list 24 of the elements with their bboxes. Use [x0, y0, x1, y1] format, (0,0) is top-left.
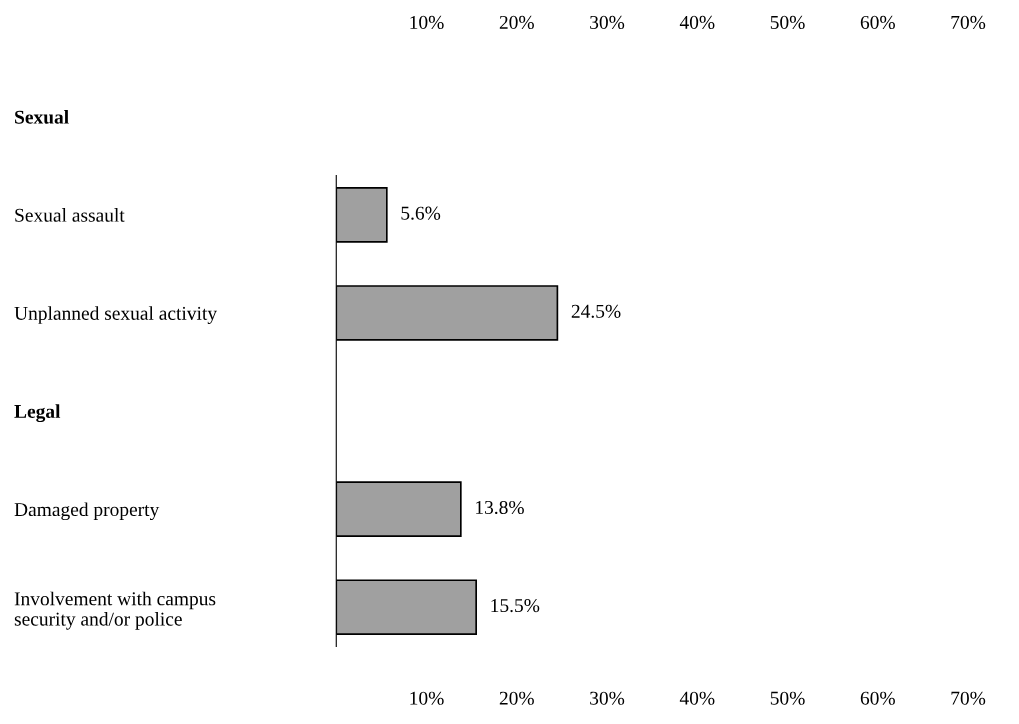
- x-tick-label: 60%: [860, 691, 895, 705]
- data-label: 13.8%: [476, 500, 524, 515]
- x-tick-label: 30%: [590, 691, 625, 705]
- y-tick-label: Damaged property: [14, 502, 160, 521]
- x2-tick-label: 50%: [770, 15, 805, 30]
- data-label: 24.5%: [571, 304, 621, 318]
- x-tick-label: 10%: [410, 691, 444, 705]
- x-tick-label: 40%: [679, 691, 715, 705]
- x2-tick-label: 70%: [951, 15, 986, 30]
- x2-tick-label: 10%: [410, 15, 444, 30]
- y-tick-label: Legal: [14, 404, 61, 423]
- y-tick-label: Sexual: [15, 110, 69, 124]
- data-label: 15.5%: [491, 598, 540, 613]
- x2-tick-label: 20%: [499, 15, 534, 30]
- x2-tick-label: 30%: [590, 15, 625, 30]
- x-tick-label: 50%: [770, 691, 805, 705]
- x-tick-label: 70%: [951, 691, 986, 705]
- data-label: 5.6%: [401, 206, 441, 220]
- y-tick-label: Unplanned sexual activity: [14, 306, 217, 324]
- x-tick-label: 20%: [499, 691, 534, 705]
- x2-tick-label: 40%: [679, 15, 715, 30]
- y-tick-label: Sexual assault: [15, 208, 125, 222]
- y-tick-label: Involvement with campus security and/or police: [14, 591, 216, 630]
- x2-tick-label: 60%: [860, 15, 895, 30]
